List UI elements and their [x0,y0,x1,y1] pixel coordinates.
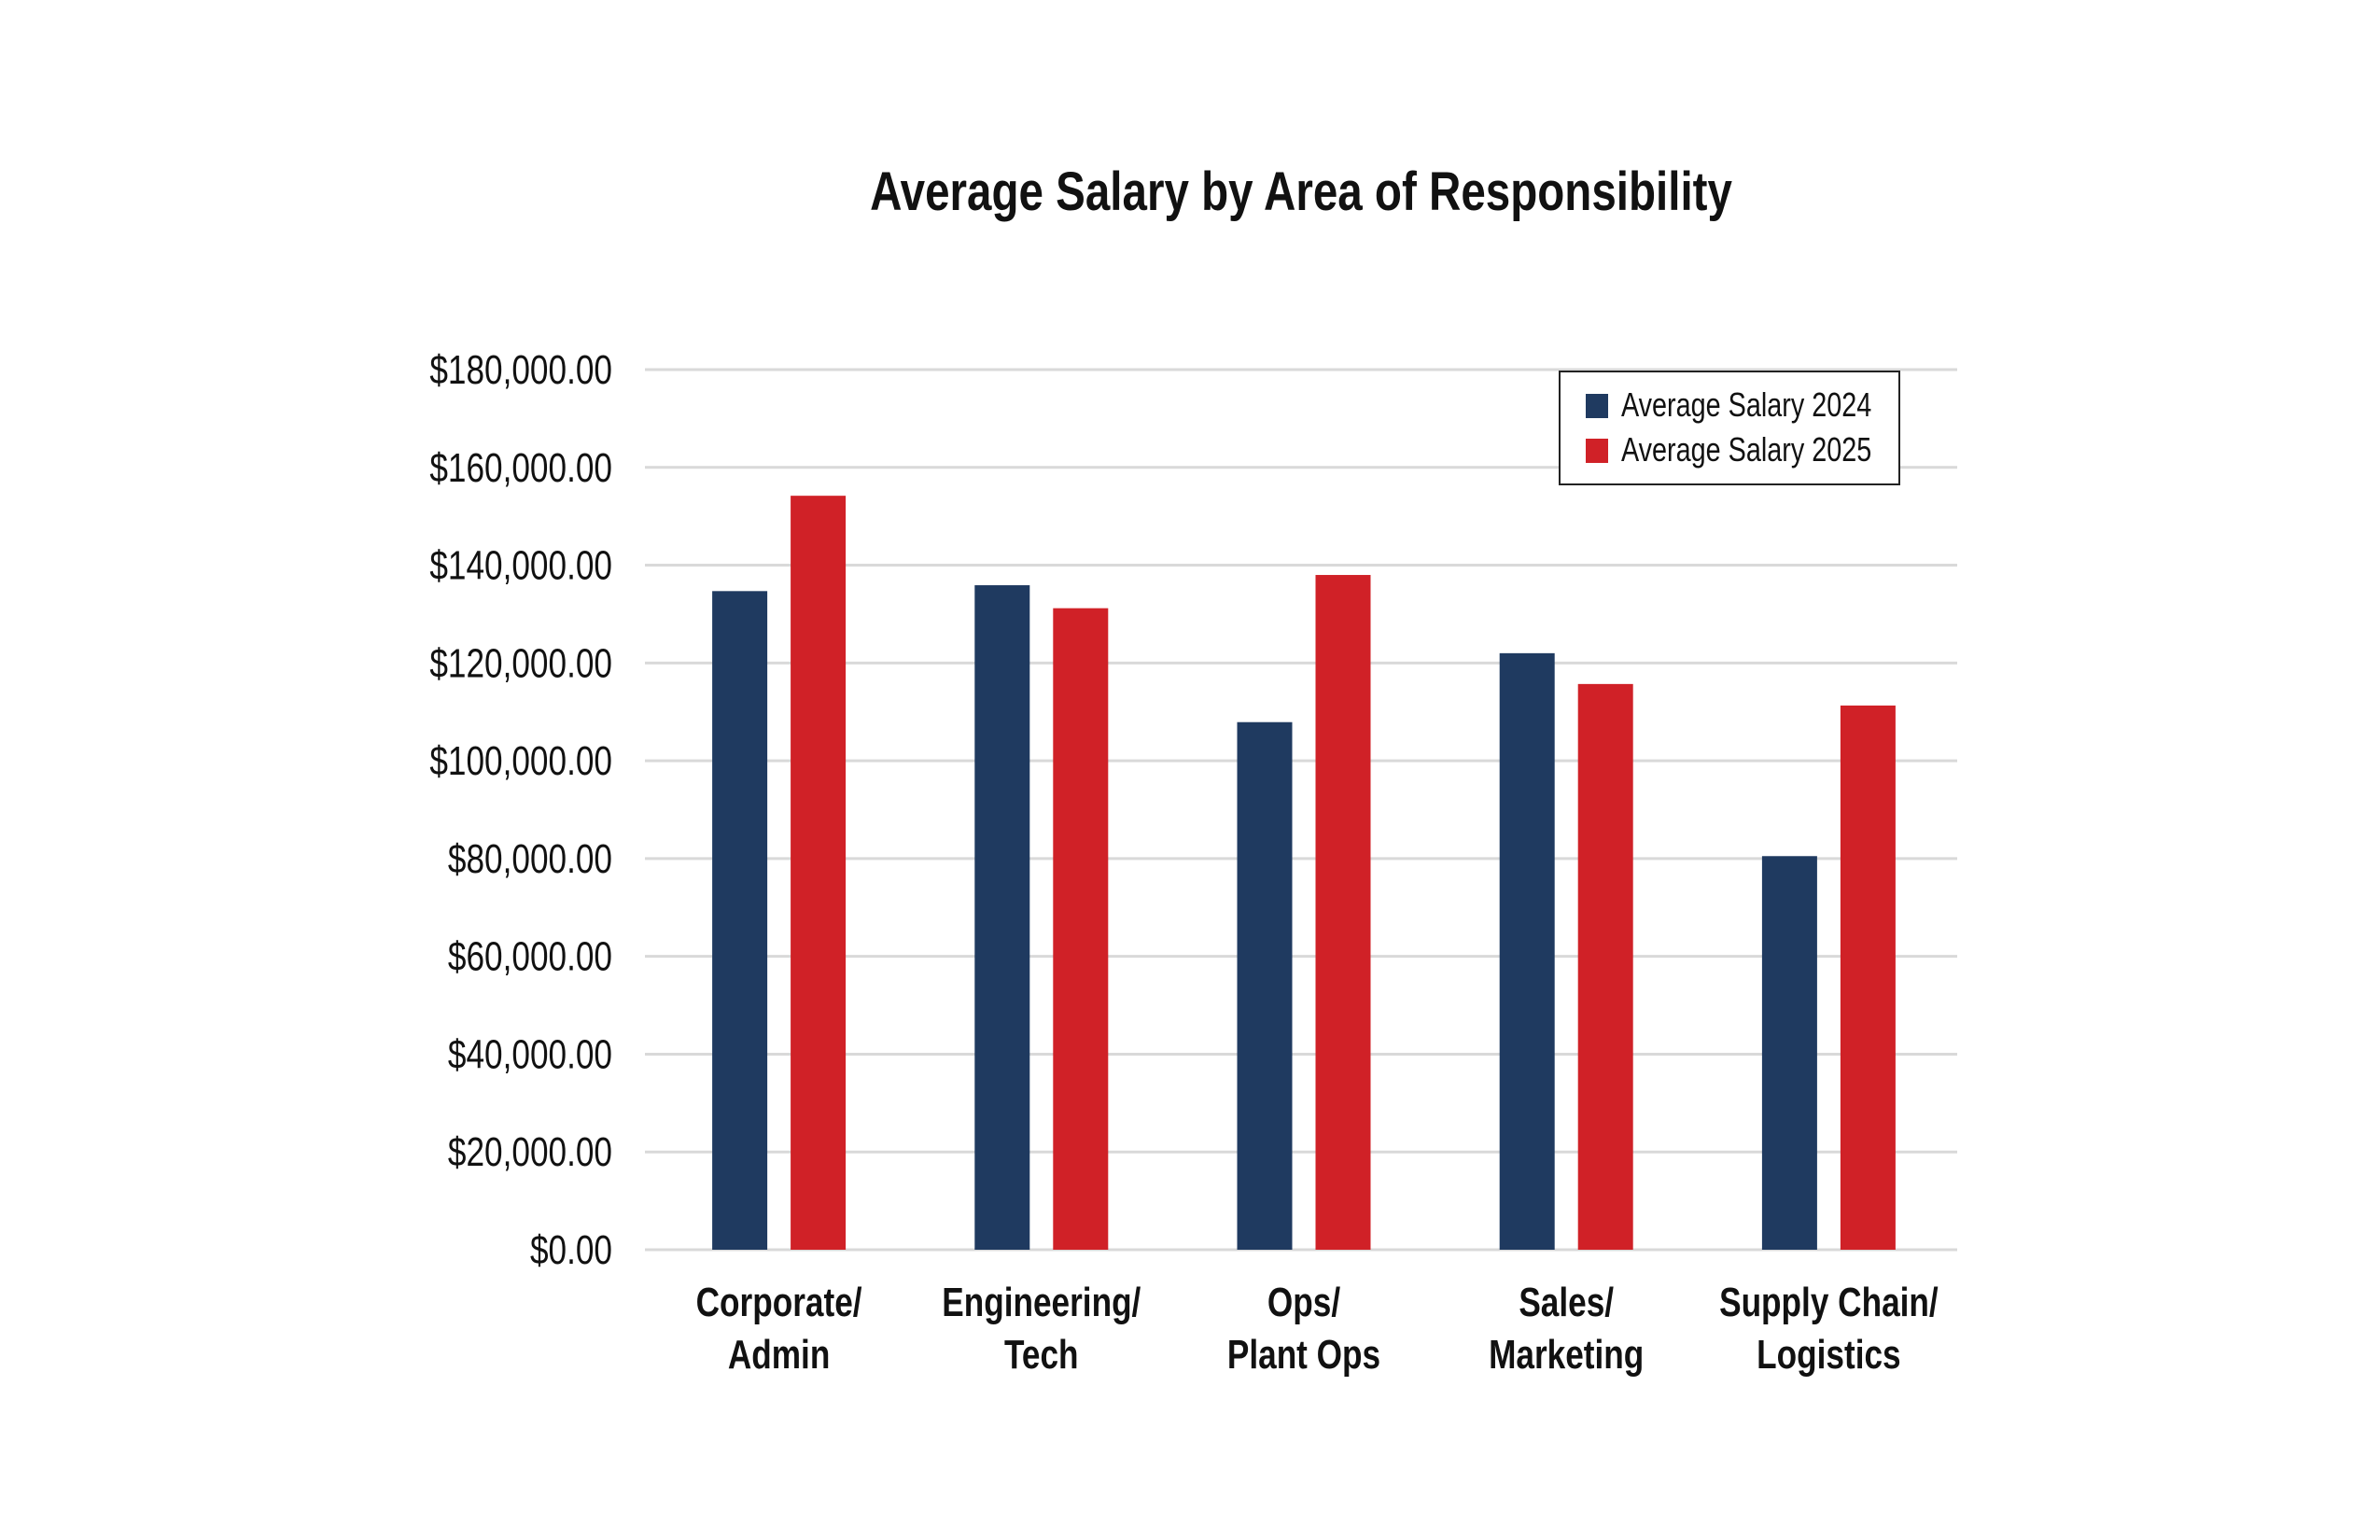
legend-label: Average Salary 2024 [1621,385,1871,424]
x-tick-label: Ops/ [1267,1280,1340,1325]
legend-box [1559,371,1900,485]
legend-swatch [1586,439,1608,463]
x-tick-label: Marketing [1489,1332,1644,1378]
legend-swatch [1586,394,1608,418]
y-tick-label: $60,000.00 [448,934,612,980]
x-tick-label: Supply Chain/ [1719,1280,1939,1325]
bar-2025 [791,496,847,1250]
x-tick-label: Engineering/ [942,1280,1141,1325]
x-axis: Corporate/Admin Engineering/Tech Ops/Plant… [696,1280,1939,1378]
x-tick-label: Tech [1004,1332,1079,1378]
y-tick-label: $120,000.00 [429,641,612,687]
bars [712,496,1896,1250]
y-tick-label: $160,000.00 [429,445,612,491]
y-tick-label: $140,000.00 [429,543,612,589]
y-tick-label: $40,000.00 [448,1032,612,1078]
bar-2024 [712,591,768,1250]
x-tick-label: Admin [728,1332,830,1378]
y-tick-label: $100,000.00 [429,738,612,784]
x-tick-label: Sales/ [1519,1280,1614,1325]
bar-2025 [1840,705,1896,1250]
bar-2025 [1315,575,1371,1250]
y-tick-label: $180,000.00 [429,347,612,393]
y-tick-label: $80,000.00 [448,836,612,882]
y-tick-label: $20,000.00 [448,1130,612,1176]
x-tick-label: Corporate/ [696,1280,862,1325]
bar-2025 [1577,683,1633,1250]
bar-2024 [1761,856,1817,1250]
bar-2025 [1053,608,1109,1250]
bar-2024 [1237,721,1293,1250]
bar-2024 [974,585,1030,1250]
chart-title: Average Salary by Area of Responsibility [870,162,1732,223]
legend: Average Salary 2024 Average Salary 2025 [1559,371,1900,485]
x-tick-label: Plant Ops [1227,1332,1380,1378]
y-tick-label: $0.00 [530,1227,612,1273]
bar-2024 [1499,652,1555,1250]
gridlines [645,368,1957,1252]
x-tick-label: Logistics [1757,1332,1900,1378]
legend-label: Average Salary 2025 [1621,430,1871,469]
y-axis: $0.00 $20,000.00 $40,000.00 $60,000.00 $80,0… [429,347,612,1273]
